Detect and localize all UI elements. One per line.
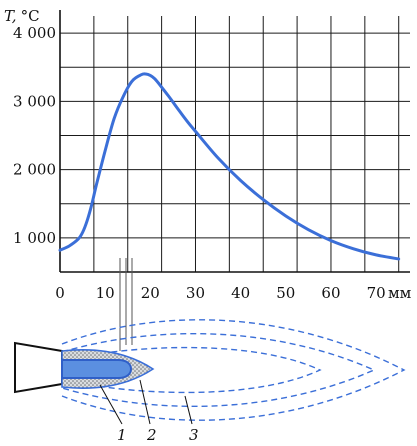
leader-1: [99, 384, 123, 425]
callout-leaders: [99, 379, 193, 425]
y-tick-label: 4 000: [13, 24, 56, 42]
x-tick-label: 30: [186, 284, 205, 302]
temperature-series: [58, 72, 401, 261]
y-axis-unit: °C: [21, 7, 40, 25]
y-tick-label: 1 000: [13, 229, 56, 247]
leader-3: [184, 395, 193, 425]
x-tick-label: 70: [367, 284, 386, 302]
chart-grid: [59, 16, 410, 273]
x-tick-label: 60: [321, 284, 340, 302]
torch-outline-inner: [61, 346, 322, 394]
flame-core: [61, 359, 133, 379]
x-tick-label: 20: [141, 284, 160, 302]
x-tick-labels: 0 10 20 30 40 50 60 70: [55, 284, 385, 302]
x-tick-label: 10: [96, 284, 115, 302]
x-tick-label: 0: [55, 284, 65, 302]
callout-2: 2: [146, 426, 157, 444]
y-tick-label: 2 000: [13, 161, 56, 179]
temperature-curve: [58, 72, 401, 261]
projection-lines: [119, 258, 133, 351]
x-tick-label: 50: [276, 284, 295, 302]
torch-outline-middle: [61, 333, 376, 407]
flame-torch-zone: [61, 319, 406, 421]
y-tick-labels: 1 000 2 000 3 000 4 000: [13, 24, 56, 247]
x-tick-label: 40: [231, 284, 250, 302]
torch-outline-outer: [61, 319, 406, 421]
burner-nozzle: [14, 341, 63, 394]
callout-1: 1: [117, 426, 127, 444]
y-tick-label: 3 000: [13, 92, 56, 110]
callout-3: 3: [189, 426, 199, 444]
y-axis-label: T, °C: [4, 7, 40, 25]
chart-axes: [59, 10, 410, 273]
x-axis-unit: мм: [388, 284, 412, 302]
y-axis-variable: T,: [4, 7, 17, 25]
leader-2: [139, 379, 151, 425]
